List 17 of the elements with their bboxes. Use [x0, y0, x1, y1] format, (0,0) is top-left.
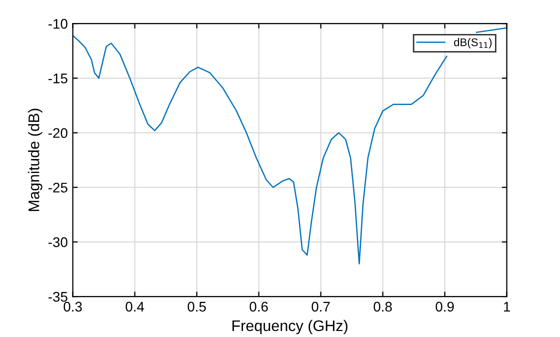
x-axis-title: Frequency (GHz)	[232, 320, 348, 334]
x-tick-label: 0.9	[436, 302, 454, 312]
x-tick-label: 0.8	[374, 302, 392, 312]
x-tick-label: 0.3	[64, 302, 82, 312]
x-tick-label: 0.7	[312, 302, 330, 312]
x-tick-label: 0.4	[126, 302, 144, 312]
legend-label: dB(S$_{11}$)	[454, 38, 492, 48]
x-tick-label: 0.5	[188, 302, 206, 312]
x-tick-label: 0.6	[250, 302, 268, 312]
y-tick-label: -35	[48, 292, 68, 302]
x-tick-label: 1	[504, 302, 510, 312]
y-axis-title: Magnitude (dB)	[28, 108, 42, 212]
y-tick-label: -10	[48, 18, 68, 29]
y-tick-label: -20	[48, 128, 68, 138]
y-tick-label: -15	[48, 74, 68, 84]
y-tick-label: -25	[48, 182, 68, 193]
y-tick-label: -30	[48, 237, 68, 248]
